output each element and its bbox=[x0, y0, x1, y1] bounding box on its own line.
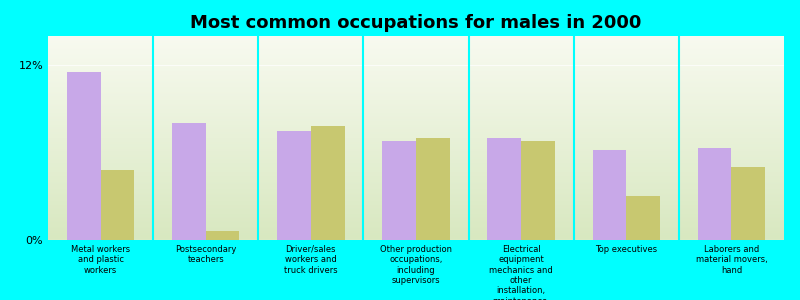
Bar bbox=[67, 72, 101, 240]
Bar bbox=[593, 150, 626, 240]
Title: Most common occupations for males in 2000: Most common occupations for males in 200… bbox=[190, 14, 642, 32]
Bar bbox=[698, 148, 731, 240]
Bar bbox=[382, 141, 416, 240]
Bar bbox=[521, 141, 554, 240]
Bar bbox=[487, 138, 521, 240]
Bar bbox=[172, 123, 206, 240]
Bar bbox=[626, 196, 660, 240]
Bar bbox=[278, 131, 311, 240]
Bar bbox=[101, 170, 134, 240]
Bar bbox=[731, 167, 765, 240]
Bar bbox=[416, 138, 450, 240]
Bar bbox=[206, 231, 239, 240]
Bar bbox=[311, 126, 345, 240]
